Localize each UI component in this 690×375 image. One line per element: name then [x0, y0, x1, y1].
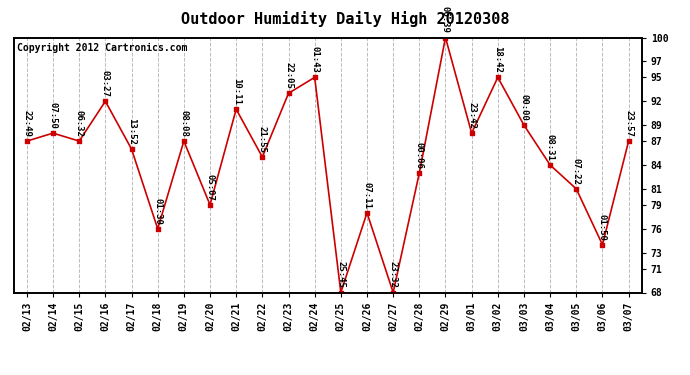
Point [518, 122, 529, 128]
Point [257, 154, 268, 160]
Point [178, 138, 189, 144]
Text: 23:42: 23:42 [467, 102, 476, 129]
Point [335, 290, 346, 296]
Point [466, 130, 477, 136]
Point [492, 74, 503, 80]
Text: 08:31: 08:31 [546, 134, 555, 161]
Text: 25:45: 25:45 [336, 261, 345, 288]
Text: 22:05: 22:05 [284, 62, 293, 89]
Text: 10:11: 10:11 [232, 78, 241, 105]
Point [283, 90, 294, 96]
Text: 22:49: 22:49 [22, 110, 31, 137]
Text: 23:57: 23:57 [624, 110, 633, 137]
Text: 01:50: 01:50 [598, 214, 607, 240]
Point [571, 186, 582, 192]
Text: 08:08: 08:08 [179, 110, 188, 137]
Point [48, 130, 59, 136]
Point [597, 242, 608, 248]
Text: 23:32: 23:32 [388, 261, 397, 288]
Point [362, 210, 373, 216]
Text: Outdoor Humidity Daily High 20120308: Outdoor Humidity Daily High 20120308 [181, 11, 509, 27]
Point [74, 138, 85, 144]
Point [230, 106, 241, 112]
Point [100, 98, 111, 104]
Text: 13:52: 13:52 [127, 118, 136, 145]
Point [204, 202, 215, 208]
Text: 07:50: 07:50 [48, 102, 57, 129]
Text: 05:07: 05:07 [206, 174, 215, 201]
Text: 07:22: 07:22 [572, 158, 581, 185]
Point [21, 138, 32, 144]
Point [152, 226, 164, 232]
Point [309, 74, 320, 80]
Text: 03:27: 03:27 [101, 70, 110, 97]
Text: 00:00: 00:00 [520, 94, 529, 121]
Point [388, 290, 399, 296]
Text: 01:30: 01:30 [153, 198, 162, 225]
Point [126, 146, 137, 152]
Text: Copyright 2012 Cartronics.com: Copyright 2012 Cartronics.com [17, 43, 187, 52]
Text: 18:42: 18:42 [493, 46, 502, 73]
Text: 00:06: 00:06 [415, 142, 424, 169]
Text: 21:55: 21:55 [258, 126, 267, 153]
Text: 06:32: 06:32 [75, 110, 83, 137]
Point [414, 170, 425, 176]
Text: 07:11: 07:11 [362, 182, 371, 209]
Point [623, 138, 634, 144]
Text: 01:43: 01:43 [310, 46, 319, 73]
Text: 06:39: 06:39 [441, 6, 450, 33]
Point [440, 34, 451, 40]
Point [544, 162, 555, 168]
